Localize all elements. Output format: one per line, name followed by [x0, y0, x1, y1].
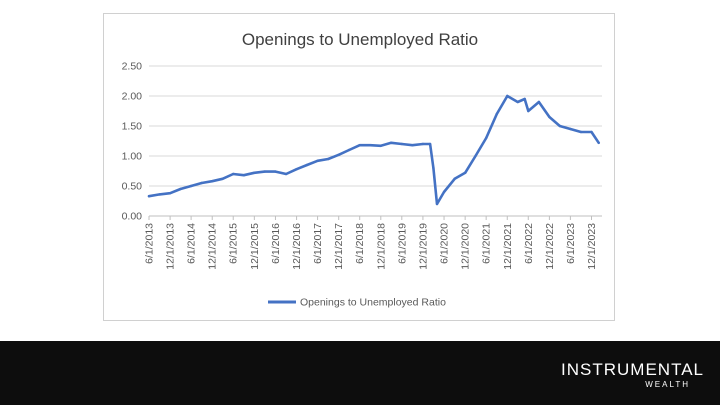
data-point [158, 193, 161, 196]
data-point [558, 124, 561, 128]
footer-band [0, 341, 720, 405]
data-point [379, 144, 383, 147]
x-tick-label: 12/1/2015 [249, 223, 261, 270]
x-tick-label: 12/1/2018 [375, 223, 387, 270]
data-point [358, 144, 361, 147]
data-point [474, 154, 477, 158]
x-tick-label: 6/1/2019 [396, 223, 408, 264]
data-point [295, 168, 298, 171]
data-point [242, 174, 246, 177]
data-point [442, 190, 446, 194]
data-point [523, 97, 526, 101]
x-tick-label: 12/1/2021 [502, 223, 514, 270]
data-point [284, 172, 288, 176]
data-point [579, 130, 583, 134]
y-tick-label: 0.50 [122, 181, 143, 193]
data-point [232, 172, 235, 176]
data-point [326, 157, 330, 161]
x-tick-label: 12/1/2013 [165, 223, 177, 270]
y-axis-ticks: 0.00 0.50 1.00 1.50 2.00 2.50 [122, 61, 143, 223]
x-tick-label: 6/1/2017 [312, 223, 324, 264]
y-tick-label: 1.50 [122, 121, 143, 133]
y-tick-label: 0.00 [122, 211, 143, 223]
x-tick-label: 12/1/2020 [460, 223, 472, 270]
data-point [597, 141, 600, 144]
data-point [463, 171, 467, 174]
x-tick-label: 12/1/2014 [207, 223, 219, 270]
legend-label: Openings to Unemployed Ratio [300, 297, 446, 309]
x-tick-label: 12/1/2022 [544, 223, 556, 270]
chart-title: Openings to Unemployed Ratio [242, 30, 478, 49]
data-point [305, 163, 309, 167]
brand-logo-name: INSTRUMENTAL [561, 360, 704, 379]
x-tick-label: 12/1/2017 [333, 223, 345, 270]
x-tick-label: 6/1/2022 [523, 223, 535, 264]
x-tick-label: 6/1/2018 [354, 223, 366, 264]
data-point [147, 195, 151, 198]
data-point [189, 184, 193, 188]
data-point [263, 170, 267, 173]
data-point [179, 187, 182, 191]
data-point [428, 142, 432, 146]
chart-card: Openings to Unemployed Ratio 0.00 0.50 1.0… [103, 13, 615, 321]
data-point [453, 177, 456, 180]
x-tick-label: 12/1/2019 [417, 223, 429, 270]
data-point [221, 177, 224, 180]
line-chart: Openings to Unemployed Ratio 0.00 0.50 1.0… [122, 30, 602, 309]
y-tick-label: 1.00 [122, 151, 143, 163]
data-point [200, 181, 203, 185]
x-tick-label: 6/1/2023 [565, 223, 577, 264]
data-point [569, 127, 572, 131]
x-tick-label: 6/1/2014 [186, 223, 198, 264]
y-tick-label: 2.00 [122, 91, 143, 103]
data-point [337, 153, 340, 156]
gridlines [149, 65, 602, 217]
x-tick-label: 6/1/2013 [144, 223, 156, 264]
x-axis-ticks: 6/1/2013 12/1/2013 6/1/2014 12/1/2014 6/1/20… [144, 216, 598, 270]
x-tick-label: 6/1/2020 [439, 223, 451, 264]
data-point [389, 141, 393, 144]
data-point [274, 170, 277, 173]
data-point [495, 112, 498, 116]
x-tick-label: 12/1/2016 [291, 223, 303, 270]
data-point [435, 202, 439, 206]
data-point [421, 142, 425, 146]
series-layer [147, 94, 601, 206]
data-point [253, 171, 256, 174]
data-point [506, 94, 509, 98]
data-point [537, 100, 541, 104]
data-point [168, 192, 172, 195]
x-tick-label: 6/1/2015 [228, 223, 240, 264]
data-point [211, 180, 214, 183]
x-tick-label: 12/1/2023 [586, 223, 598, 270]
data-point [400, 142, 404, 146]
data-point [347, 148, 351, 152]
data-point [484, 136, 488, 140]
x-tick-label: 6/1/2021 [481, 223, 493, 264]
brand-logo-sub: WEALTH [645, 380, 690, 389]
data-point [432, 166, 435, 170]
legend: Openings to Unemployed Ratio [268, 297, 446, 309]
data-point [411, 144, 414, 147]
data-point [548, 115, 551, 119]
data-point [527, 109, 530, 113]
series-line [147, 94, 601, 206]
data-point [369, 144, 372, 147]
data-point [516, 100, 519, 104]
y-tick-label: 2.50 [122, 61, 143, 73]
x-tick-label: 6/1/2016 [270, 223, 282, 264]
data-point [316, 159, 319, 162]
data-point [590, 130, 593, 134]
